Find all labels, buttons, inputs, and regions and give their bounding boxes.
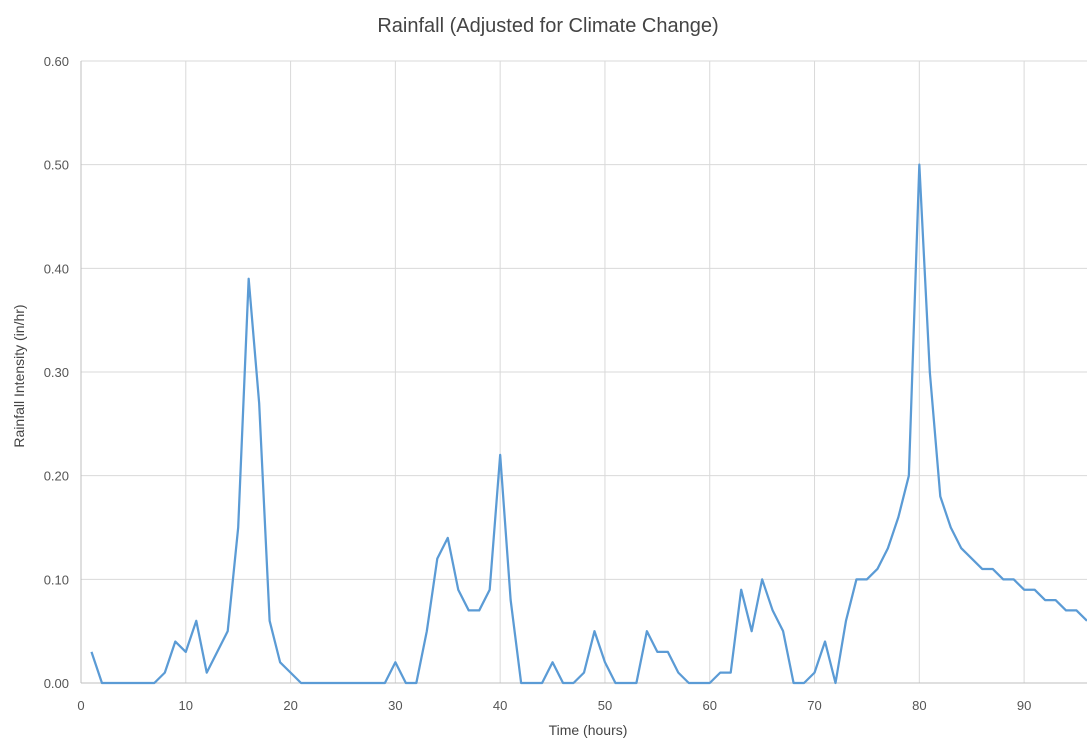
x-tick-label: 80 xyxy=(912,698,926,713)
chart-title: Rainfall (Adjusted for Climate Change) xyxy=(377,15,718,37)
series-line xyxy=(90,163,1087,685)
x-tick-label: 50 xyxy=(598,698,612,713)
x-tick-label: 0 xyxy=(77,698,84,713)
x-tick-label: 90 xyxy=(1017,698,1031,713)
x-axis-title: Time (hours) xyxy=(549,722,628,738)
y-axis-title: Rainfall Intensity (in/hr) xyxy=(11,304,27,447)
series-layer xyxy=(90,163,1087,685)
x-tick-label: 10 xyxy=(179,698,193,713)
tick-labels: 0.00 0.10 0.20 0.30 0.40 0.50 0.60 0 10 20 30 40 50 6… xyxy=(44,54,1032,713)
y-tick-label: 0.40 xyxy=(44,261,69,276)
y-tick-label: 0.20 xyxy=(44,469,69,484)
y-tick-label: 0.60 xyxy=(44,54,69,69)
y-tick-label: 0.50 xyxy=(44,158,69,173)
x-tick-label: 60 xyxy=(703,698,717,713)
gridlines xyxy=(81,60,1087,683)
x-tick-label: 20 xyxy=(283,698,297,713)
x-tick-label: 40 xyxy=(493,698,507,713)
x-tick-label: 30 xyxy=(388,698,402,713)
x-tick-label: 70 xyxy=(807,698,821,713)
y-tick-label: 0.30 xyxy=(44,365,69,380)
axes xyxy=(80,61,1087,684)
y-tick-label: 0.10 xyxy=(44,572,69,587)
y-tick-label: 0.00 xyxy=(44,676,69,691)
